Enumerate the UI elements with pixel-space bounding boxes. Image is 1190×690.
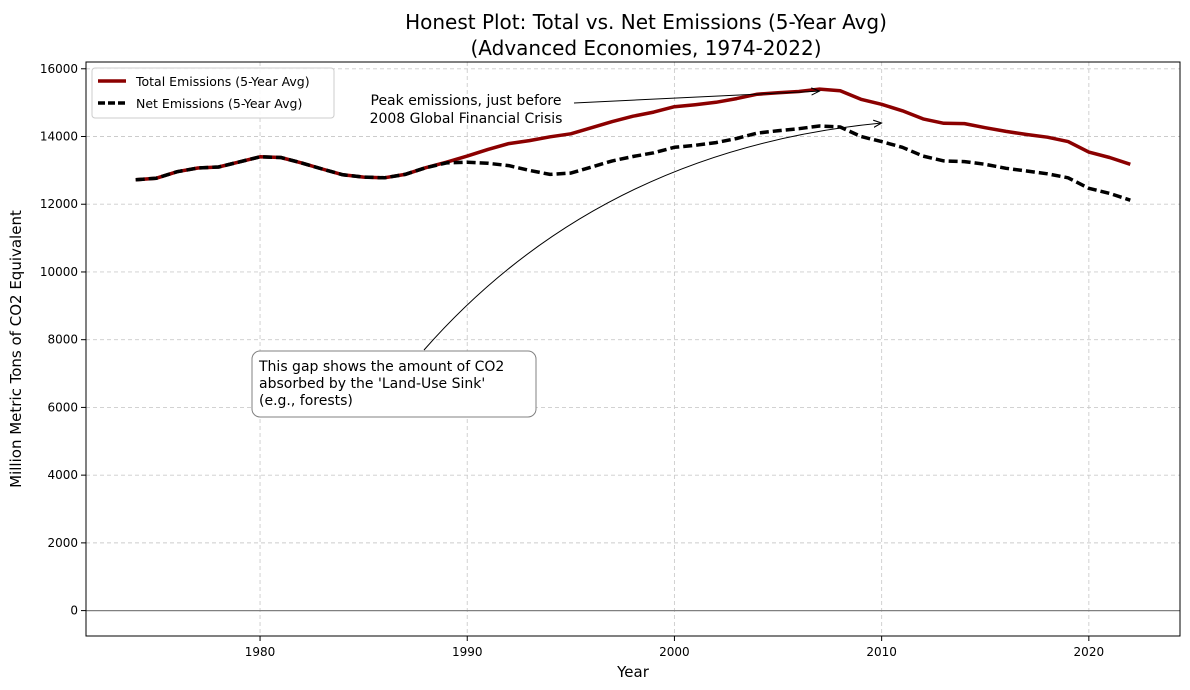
- annotation-box-gap: [251, 350, 537, 418]
- x-tick-label: 1980: [245, 645, 276, 659]
- legend: Total Emissions (5-Year Avg) Net Emissio…: [91, 67, 335, 119]
- series-lines: [135, 87, 1131, 202]
- legend-label-net: Net Emissions (5-Year Avg): [136, 96, 302, 111]
- y-tick-label: 16000: [40, 62, 78, 76]
- y-axis-ticks: 0 2000 4000 6000 8000 10000 12000 14000 16000: [40, 62, 86, 618]
- x-tick-label: 2000: [659, 645, 690, 659]
- annotations: Peak emissions, just before 2008 Global F…: [251, 91, 882, 418]
- y-tick-label: 6000: [47, 400, 78, 414]
- y-axis-label: Million Metric Tons of CO2 Equivalent: [7, 210, 25, 488]
- grid: [86, 62, 1180, 636]
- series-line-net-emissions: [135, 124, 1131, 202]
- y-tick-label: 8000: [47, 333, 78, 347]
- plot-frame: [85, 61, 1181, 637]
- annotation-text-peak: Peak emissions, just before 2008 Global F…: [370, 93, 563, 127]
- x-tick-label: 1990: [452, 645, 483, 659]
- y-tick-label: 4000: [47, 468, 78, 482]
- x-tick-label: 2020: [1074, 645, 1105, 659]
- x-axis-label: Year: [616, 663, 650, 681]
- y-tick-label: 10000: [40, 265, 78, 279]
- chart-title-line-2: (Advanced Economies, 1974-2022): [470, 36, 821, 60]
- x-axis-ticks: 1980 1990 2000 2010 2020: [245, 636, 1104, 659]
- chart-title-line-1: Honest Plot: Total vs. Net Emissions (5-…: [405, 10, 887, 34]
- y-tick-label: 12000: [40, 197, 78, 211]
- legend-box: [91, 67, 335, 119]
- y-tick-label: 14000: [40, 130, 78, 144]
- annotation-arrow-peak: [573, 91, 819, 104]
- legend-label-total: Total Emissions (5-Year Avg): [135, 74, 310, 89]
- annotation-arrow-gap: [423, 123, 882, 351]
- annotation-text-gap: This gap shows the amount of CO2 absorbed…: [258, 359, 504, 409]
- y-tick-label: 2000: [47, 536, 78, 550]
- x-tick-label: 2010: [866, 645, 897, 659]
- y-tick-label: 0: [70, 604, 78, 618]
